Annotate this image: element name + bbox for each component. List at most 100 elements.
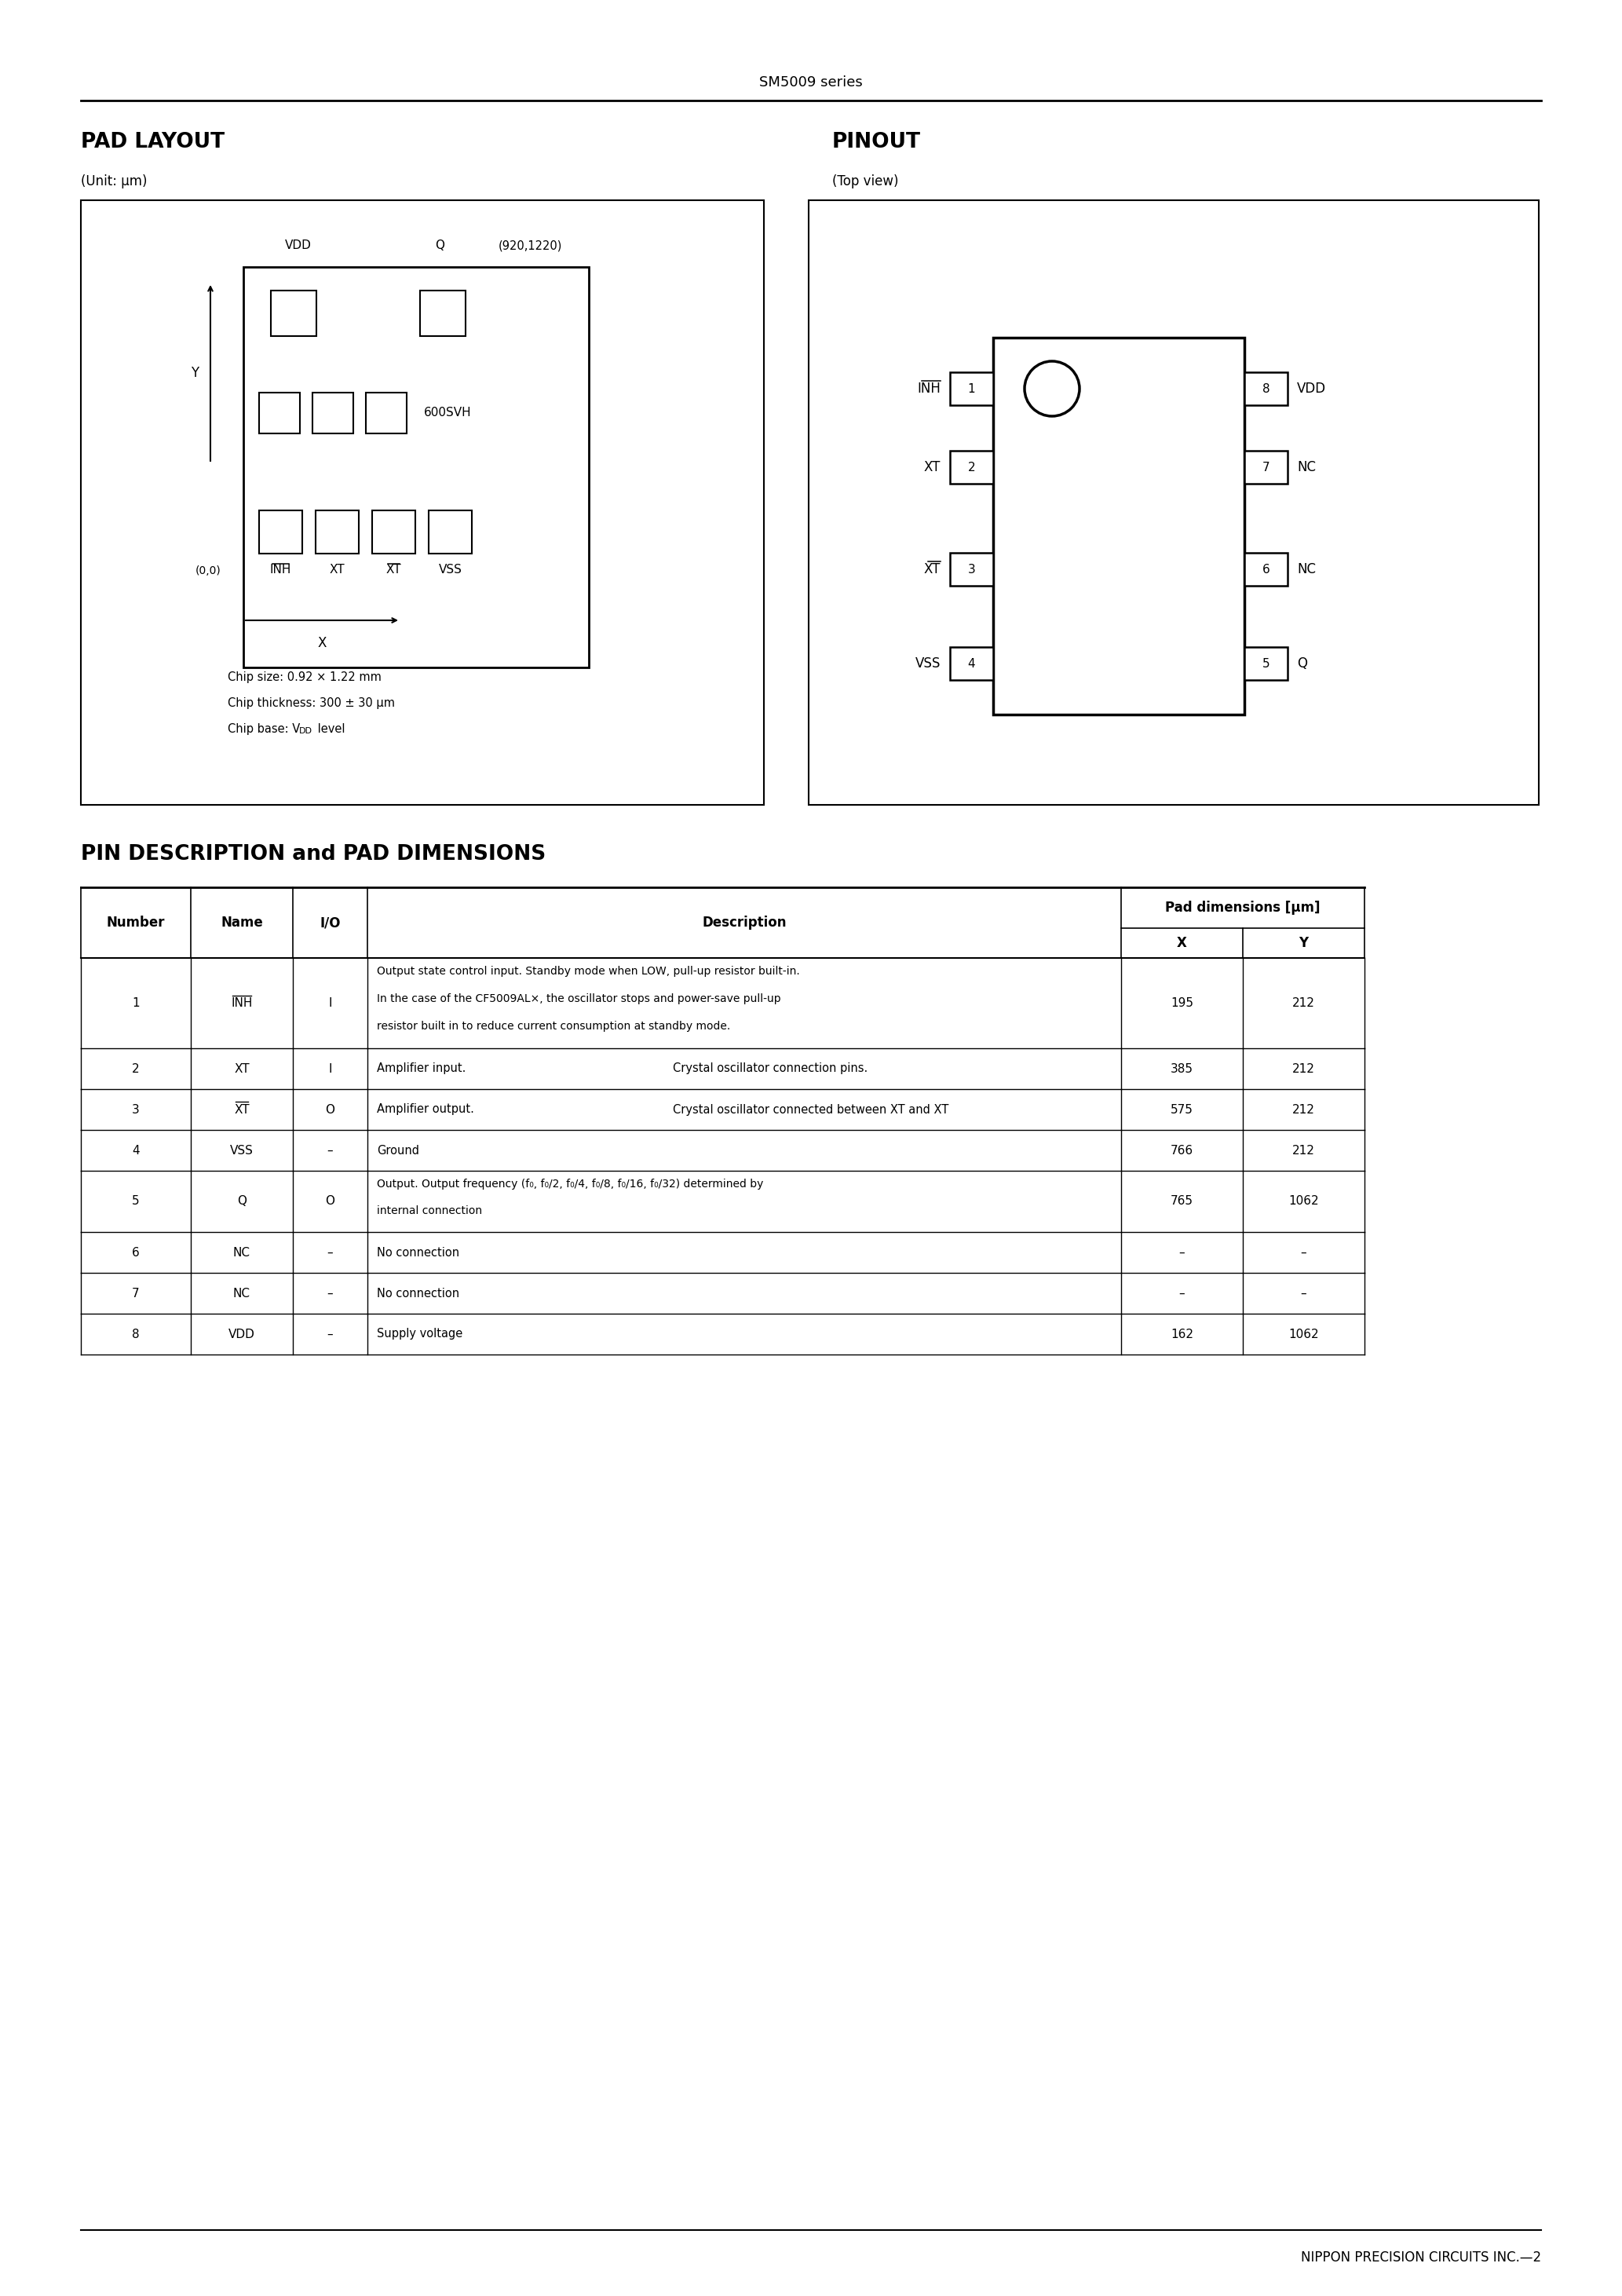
Text: O: O <box>326 1196 334 1208</box>
Text: NC: NC <box>1298 563 1315 576</box>
Text: XT: XT <box>234 1104 250 1116</box>
Text: (Unit: μm): (Unit: μm) <box>81 174 148 188</box>
Bar <box>809 200 1539 806</box>
Text: DD: DD <box>298 728 313 735</box>
Text: O: O <box>326 1104 334 1116</box>
Text: 4: 4 <box>968 657 975 670</box>
Text: Output state control input. Standby mode when LOW, pull-up resistor built-in.: Output state control input. Standby mode… <box>376 967 800 976</box>
Text: Description: Description <box>702 916 787 930</box>
Text: 5: 5 <box>131 1196 139 1208</box>
Bar <box>271 292 316 335</box>
Text: –: – <box>1179 1288 1186 1300</box>
Text: 6: 6 <box>1262 563 1270 576</box>
Text: No connection: No connection <box>376 1288 459 1300</box>
Text: –: – <box>328 1247 333 1258</box>
Text: Crystal oscillator connection pins.: Crystal oscillator connection pins. <box>673 1063 868 1075</box>
Text: VDD: VDD <box>1298 381 1327 395</box>
Text: XT: XT <box>329 565 345 576</box>
Text: 212: 212 <box>1293 1143 1315 1157</box>
Text: XT: XT <box>386 565 401 576</box>
Bar <box>428 510 472 553</box>
Text: 1062: 1062 <box>1288 1196 1319 1208</box>
Text: NC: NC <box>234 1247 250 1258</box>
Text: 2: 2 <box>131 1063 139 1075</box>
Bar <box>367 393 407 434</box>
Text: Amplifier output.: Amplifier output. <box>376 1104 474 1116</box>
Text: In the case of the CF5009AL×, the oscillator stops and power-save pull-up: In the case of the CF5009AL×, the oscill… <box>376 994 780 1003</box>
Text: PAD LAYOUT: PAD LAYOUT <box>81 131 224 152</box>
Text: 1: 1 <box>131 996 139 1008</box>
Text: 4: 4 <box>131 1143 139 1157</box>
Text: Chip thickness: 300 ± 30 μm: Chip thickness: 300 ± 30 μm <box>227 698 394 709</box>
Text: XT: XT <box>234 1063 250 1075</box>
Text: 765: 765 <box>1171 1196 1194 1208</box>
Text: Q: Q <box>435 239 444 250</box>
Text: –: – <box>328 1327 333 1341</box>
Text: No connection: No connection <box>376 1247 459 1258</box>
Text: NIPPON PRECISION CIRCUITS INC.—2: NIPPON PRECISION CIRCUITS INC.—2 <box>1301 2250 1541 2264</box>
Text: INH: INH <box>916 381 941 395</box>
Text: (920,1220): (920,1220) <box>498 239 563 250</box>
Text: Q: Q <box>237 1196 247 1208</box>
Text: Supply voltage: Supply voltage <box>376 1327 462 1341</box>
Text: resistor built in to reduce current consumption at standby mode.: resistor built in to reduce current cons… <box>376 1019 730 1031</box>
Text: 1: 1 <box>968 383 975 395</box>
Text: internal connection: internal connection <box>376 1205 482 1217</box>
Bar <box>1244 647 1288 680</box>
Text: 766: 766 <box>1171 1143 1194 1157</box>
Bar <box>260 510 302 553</box>
Text: SM5009 series: SM5009 series <box>759 76 863 90</box>
Text: 195: 195 <box>1171 996 1194 1008</box>
Text: I/O: I/O <box>320 916 341 930</box>
Bar <box>950 553 993 585</box>
Text: NC: NC <box>1298 459 1315 475</box>
Text: VDD: VDD <box>229 1327 255 1341</box>
Bar <box>420 292 466 335</box>
Bar <box>243 266 589 668</box>
Text: X: X <box>318 636 326 650</box>
Text: XT: XT <box>925 459 941 475</box>
Text: VDD: VDD <box>285 239 311 250</box>
Text: 6: 6 <box>131 1247 139 1258</box>
Text: Pad dimensions [μm]: Pad dimensions [μm] <box>1165 900 1320 914</box>
Text: Amplifier input.: Amplifier input. <box>376 1063 466 1075</box>
Text: (0,0): (0,0) <box>195 565 221 576</box>
Text: 7: 7 <box>131 1288 139 1300</box>
Text: NC: NC <box>234 1288 250 1300</box>
Text: Name: Name <box>221 916 263 930</box>
Text: Y: Y <box>191 365 198 381</box>
Text: 8: 8 <box>1262 383 1270 395</box>
Text: –: – <box>328 1288 333 1300</box>
Text: (Top view): (Top view) <box>832 174 899 188</box>
Bar <box>371 510 415 553</box>
Text: Chip size: 0.92 × 1.22 mm: Chip size: 0.92 × 1.22 mm <box>227 670 381 684</box>
Text: –: – <box>1179 1247 1186 1258</box>
Text: Number: Number <box>107 916 165 930</box>
Text: VSS: VSS <box>438 565 462 576</box>
Text: 3: 3 <box>968 563 975 576</box>
Text: Y: Y <box>1299 937 1309 951</box>
Text: VSS: VSS <box>230 1143 253 1157</box>
Text: 212: 212 <box>1293 996 1315 1008</box>
Text: 385: 385 <box>1171 1063 1194 1075</box>
Bar <box>260 393 300 434</box>
Bar <box>993 338 1244 714</box>
Bar <box>950 372 993 404</box>
Bar <box>950 450 993 484</box>
Bar <box>950 647 993 680</box>
Text: VSS: VSS <box>915 657 941 670</box>
Text: 8: 8 <box>131 1327 139 1341</box>
Text: INH: INH <box>269 565 292 576</box>
Text: PIN DESCRIPTION and PAD DIMENSIONS: PIN DESCRIPTION and PAD DIMENSIONS <box>81 845 547 866</box>
Text: Q: Q <box>1298 657 1307 670</box>
Text: Chip base: V: Chip base: V <box>227 723 300 735</box>
Text: 575: 575 <box>1171 1104 1194 1116</box>
Text: 3: 3 <box>131 1104 139 1116</box>
Text: 7: 7 <box>1262 461 1270 473</box>
Bar <box>81 200 764 806</box>
Text: XT: XT <box>925 563 941 576</box>
Text: 2: 2 <box>968 461 975 473</box>
Text: Ground: Ground <box>376 1143 418 1157</box>
Text: PINOUT: PINOUT <box>832 131 921 152</box>
Text: 212: 212 <box>1293 1104 1315 1116</box>
